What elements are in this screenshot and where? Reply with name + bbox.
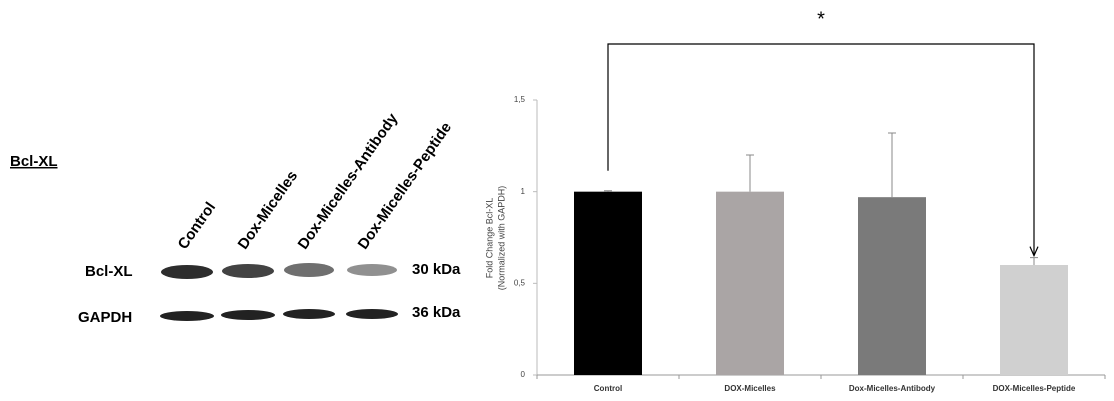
x-tick-label: DOX-Micelles <box>724 384 776 393</box>
lane-label: Control <box>175 199 220 252</box>
bar <box>574 192 642 375</box>
western-blot: Bcl-XL Control Dox-Micelles Dox-Micelles… <box>10 110 461 326</box>
bands <box>160 263 398 321</box>
error-bar <box>746 155 754 192</box>
blot-heading: Bcl-XL <box>10 153 58 170</box>
bar <box>1000 265 1068 375</box>
error-bar <box>1030 258 1038 265</box>
y-tick-label: 0,5 <box>514 278 526 287</box>
y-tick-label: 1,5 <box>514 95 526 104</box>
band <box>160 311 214 321</box>
size-label: 30 kDa <box>412 261 461 278</box>
band <box>161 265 213 279</box>
band <box>346 309 398 319</box>
band <box>222 264 274 278</box>
band <box>284 263 334 277</box>
row-label: GAPDH <box>78 309 132 326</box>
lane-label: Dox-Micelles <box>235 168 302 253</box>
band <box>283 309 335 319</box>
size-label: 36 kDa <box>412 304 461 321</box>
y-axis-label: Fold Change Bcl-XL <box>484 198 494 279</box>
y-axis-label: (Normalized with GAPDH) <box>496 186 506 291</box>
y-tick-label: 1 <box>521 187 526 196</box>
x-tick-label: Dox-Micelles-Antibody <box>849 384 936 393</box>
bar <box>716 192 784 375</box>
bar-chart: Fold Change Bcl-XL (Normalized with GAPD… <box>484 8 1105 393</box>
bar <box>858 197 926 375</box>
x-tick-label: Control <box>594 384 622 393</box>
lane-label: Dox-Micelles-Antibody <box>295 110 402 253</box>
band <box>221 310 275 320</box>
row-label: Bcl-XL <box>85 263 133 280</box>
figure: Bcl-XL Control Dox-Micelles Dox-Micelles… <box>0 0 1114 396</box>
band <box>347 264 397 276</box>
significance-bracket <box>608 44 1034 256</box>
error-bar <box>888 133 896 197</box>
significance-mark: * <box>817 8 825 30</box>
x-tick-label: DOX-Micelles-Peptide <box>993 384 1076 393</box>
error-bar <box>604 191 612 192</box>
y-tick-label: 0 <box>521 370 526 379</box>
